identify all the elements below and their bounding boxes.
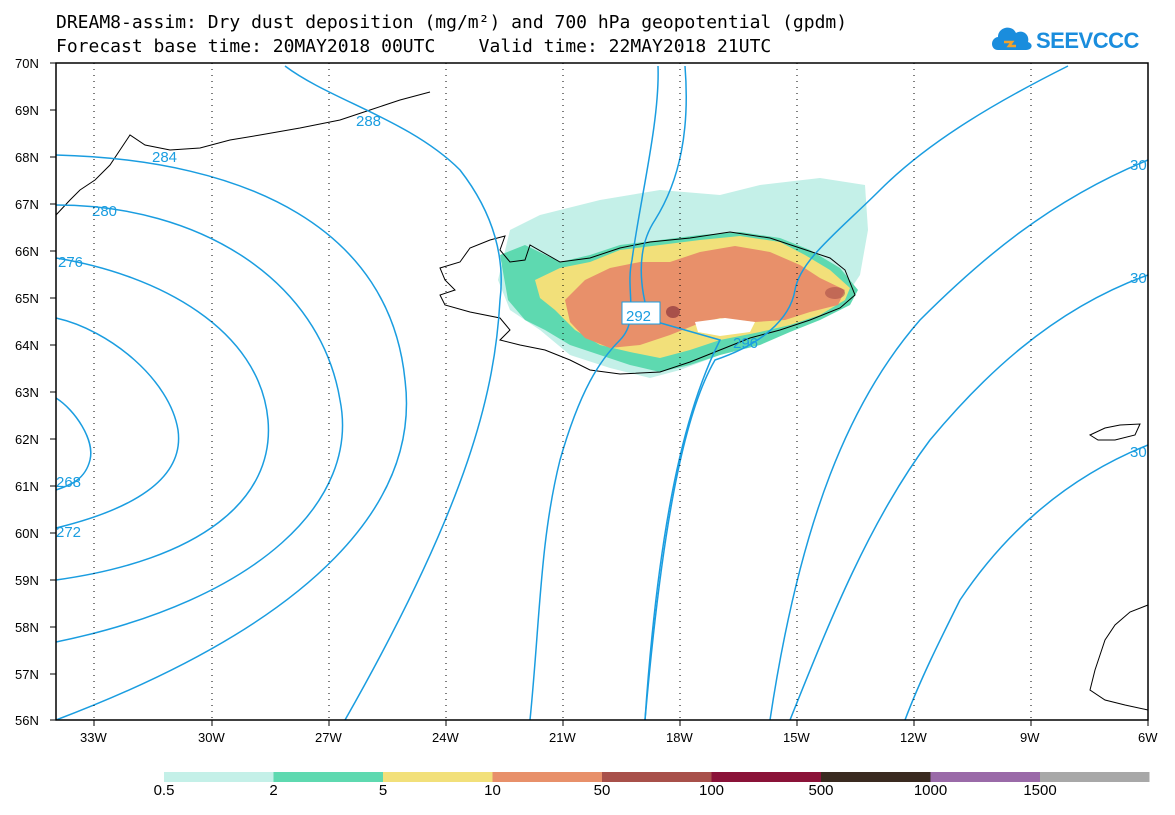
lat-label: 69N: [15, 103, 39, 118]
lat-label: 62N: [15, 432, 39, 447]
lat-label: 57N: [15, 667, 39, 682]
colorbar-swatch: [821, 772, 931, 782]
map-background: [56, 63, 1148, 720]
colorbar-swatch: [602, 772, 712, 782]
contour-300a: [644, 65, 1069, 721]
map-title: DREAM8-assim: Dry dust deposition (mg/m²…: [56, 12, 848, 33]
colorbar-swatch: [383, 772, 493, 782]
tick-marks: [50, 62, 1149, 726]
colorbar-label: 10: [484, 782, 501, 799]
dust-brown-spot-east: [825, 287, 845, 299]
lat-label: 66N: [15, 244, 39, 259]
logo-text: SEEVCCC: [1036, 28, 1139, 53]
contour-label-292: 292: [626, 308, 651, 325]
contour-272: [55, 317, 180, 529]
contour-label-300-south: 30: [1130, 444, 1147, 461]
colorbar-swatch: [273, 772, 383, 782]
contour-300b: [769, 159, 1149, 721]
contour-276: [55, 257, 270, 581]
lat-label: 60N: [15, 526, 39, 541]
lat-label: 56N: [15, 713, 39, 728]
lat-label: 64N: [15, 338, 39, 353]
lat-label: 63N: [15, 385, 39, 400]
colorbar-label: 1500: [1023, 782, 1057, 799]
lat-label: 67N: [15, 197, 39, 212]
colorbar-label: 500: [808, 782, 834, 799]
lat-label: 68N: [15, 150, 39, 165]
contour-label-288: 288: [356, 113, 381, 130]
contour-label-296: 296: [733, 335, 758, 352]
greenland-coastline: [55, 91, 431, 216]
contour-300d: [904, 444, 1149, 721]
colorbar-label: 5: [378, 782, 388, 799]
lon-label: 15W: [783, 730, 810, 745]
colorbar-label: 1000: [913, 782, 948, 799]
lon-label: 21W: [549, 730, 576, 745]
latitude-labels: 70N 69N 68N 67N 66N 65N 64N 63N 62N 61N …: [15, 56, 39, 728]
lon-label: 27W: [315, 730, 342, 745]
contour-label-276: 276: [58, 254, 83, 271]
seevccc-logo: SEEVCCC: [988, 20, 1148, 60]
contour-label-284: 284: [152, 149, 177, 166]
colorbar-swatch: [930, 772, 1040, 782]
contour-284: [55, 154, 408, 721]
contour-label-300-middle: 30: [1130, 270, 1147, 287]
dust-white-patch: [695, 318, 755, 336]
contour-280: [55, 204, 344, 643]
lon-label: 18W: [666, 730, 693, 745]
contour-label-268: 268: [56, 474, 81, 491]
iceland-coastline: [439, 231, 856, 375]
longitude-labels: 33W 30W 27W 24W 21W 18W 15W 12W 9W 6W: [80, 730, 1158, 745]
contour-label-272: 272: [56, 524, 81, 541]
colorbar-swatch: [1040, 772, 1150, 782]
contour-label-280: 280: [92, 203, 117, 220]
lon-label: 33W: [80, 730, 107, 745]
contour-292: [529, 65, 659, 721]
coastlines: [55, 91, 1149, 711]
faroe-coastline: [1088, 423, 1141, 441]
colorbar-label: 100: [698, 782, 725, 799]
cloud-icon: [992, 27, 1032, 50]
lat-label: 61N: [15, 479, 39, 494]
scotland-coastline: [1089, 604, 1149, 711]
contour-268: [55, 397, 92, 491]
contour-300c: [789, 274, 1149, 721]
lat-label: 65N: [15, 291, 39, 306]
colorbar-swatch: [711, 772, 821, 782]
lon-label: 12W: [900, 730, 927, 745]
colorbar-swatch: [164, 772, 274, 782]
colorbar-swatch: [492, 772, 602, 782]
colorbar-label: 2: [269, 782, 278, 799]
colorbar: [164, 772, 1150, 782]
lon-label: 30W: [198, 730, 225, 745]
lat-label: 59N: [15, 573, 39, 588]
lat-label: 58N: [15, 620, 39, 635]
colorbar-label: 0.5: [153, 782, 175, 799]
lon-label: 24W: [432, 730, 459, 745]
lon-label: 6W: [1138, 730, 1158, 745]
contour-label-300-north: 30: [1130, 157, 1147, 174]
contour-labels: 268 272 276 280 284 288 292 296 30 30 30: [56, 113, 1147, 541]
colorbar-label: 50: [593, 782, 611, 799]
lat-label: 70N: [15, 56, 39, 71]
contour-288: [284, 65, 502, 721]
dust-brown-spot: [666, 306, 680, 318]
lon-label: 9W: [1020, 730, 1040, 745]
map-subtitle: Forecast base time: 20MAY2018 00UTC Vali…: [56, 36, 772, 57]
